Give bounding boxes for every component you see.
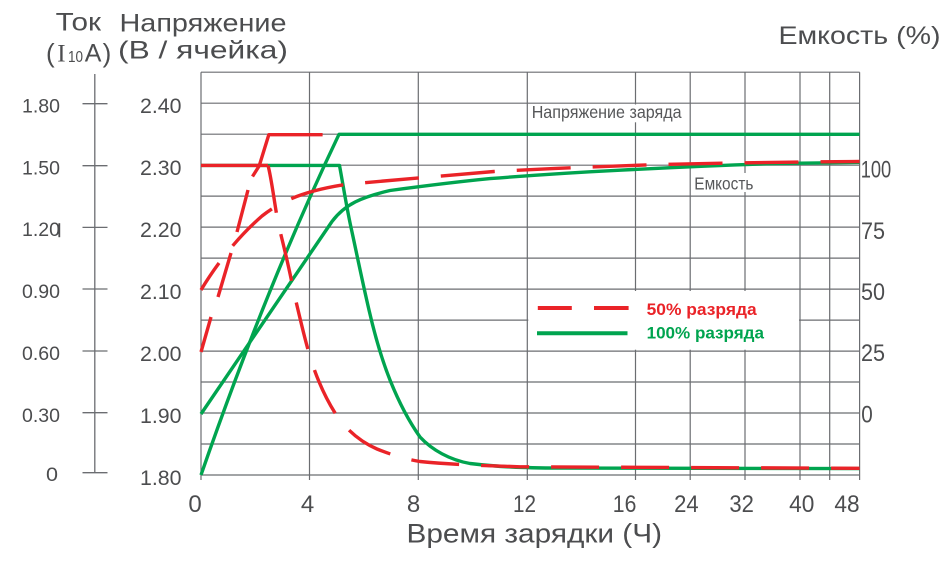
svg-text:A: A	[85, 39, 102, 67]
svg-text:Ток: Ток	[56, 9, 103, 37]
svg-text:0.30: 0.30	[22, 406, 60, 427]
svg-text:32: 32	[729, 491, 754, 518]
svg-text:(В / ячейка): (В / ячейка)	[118, 37, 288, 65]
svg-text:Время зарядки (Ч): Время зарядки (Ч)	[407, 519, 663, 549]
svg-text:2.20: 2.20	[140, 219, 182, 242]
svg-text:0.60: 0.60	[22, 344, 60, 365]
svg-text:16: 16	[613, 491, 637, 518]
svg-text:0: 0	[46, 465, 58, 486]
svg-text:100: 100	[861, 157, 892, 184]
svg-text:1.90: 1.90	[140, 405, 182, 428]
svg-text:12: 12	[513, 491, 536, 518]
svg-text:25: 25	[861, 340, 885, 367]
svg-text:10: 10	[68, 49, 83, 66]
svg-text:1.80: 1.80	[22, 96, 60, 117]
svg-text:Емкость: Емкость	[694, 174, 753, 194]
svg-text:Емкость (%): Емкость (%)	[779, 22, 941, 50]
svg-text:2.30: 2.30	[140, 157, 182, 180]
svg-text:40: 40	[789, 491, 814, 518]
svg-text:1.50: 1.50	[22, 158, 60, 179]
svg-text:): )	[103, 38, 112, 68]
svg-text:0.90: 0.90	[22, 282, 60, 303]
svg-text:50% разряда: 50% разряда	[647, 301, 758, 319]
svg-text:48: 48	[834, 491, 859, 518]
svg-text:8: 8	[407, 491, 420, 518]
svg-text:2.00: 2.00	[140, 343, 182, 366]
svg-text:100% разряда: 100% разряда	[647, 324, 765, 342]
svg-text:Напряжение заряда: Напряжение заряда	[532, 102, 682, 122]
svg-text:4: 4	[301, 491, 314, 518]
svg-text:75: 75	[861, 218, 885, 245]
svg-text:2.10: 2.10	[140, 281, 182, 304]
svg-text:24: 24	[674, 491, 699, 518]
svg-text:I: I	[57, 40, 65, 67]
svg-text:Напряжение: Напряжение	[120, 9, 287, 37]
svg-text:1.20: 1.20	[22, 220, 60, 241]
svg-text:1.80: 1.80	[140, 467, 182, 490]
svg-text:0: 0	[188, 491, 201, 518]
svg-text:2.40: 2.40	[140, 95, 182, 118]
svg-text:0: 0	[861, 402, 873, 429]
svg-text:50: 50	[861, 279, 885, 306]
svg-text:(: (	[46, 38, 55, 68]
